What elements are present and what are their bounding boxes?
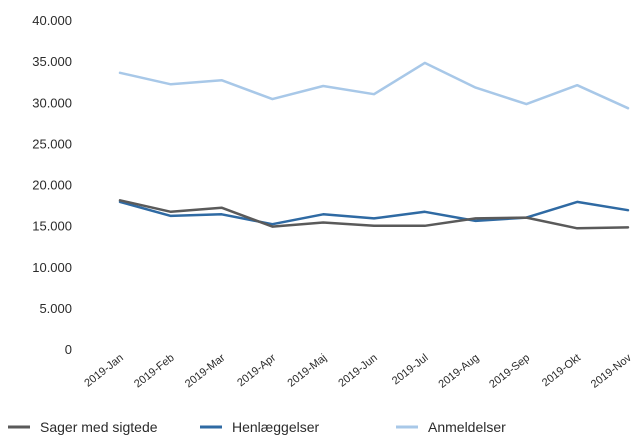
series-0-point [120,200,121,201]
y-tick-label: 40.000 [32,13,72,28]
x-tick-label: 2019-Apr [235,352,278,390]
series-2-point [526,104,527,105]
x-tick-label: 2019-Okt [540,352,583,389]
y-tick-label: 10.000 [32,260,72,275]
series-layer [120,62,629,228]
series-0-point [374,225,375,226]
series-1-point [475,220,476,221]
x-tick-label: 2019-Jul [390,352,431,387]
y-tick-label: 30.000 [32,95,72,110]
x-axis: 2019-Jan 2019-Feb 2019-Mar 2019-Apr 2019-Maj… [82,352,634,391]
series-2-point [577,85,578,86]
x-tick-label: 2019-Feb [132,352,176,390]
series-2-point [475,87,476,88]
series-1-point [628,210,629,211]
y-tick-label: 15.000 [32,219,72,234]
series-0-point [475,218,476,219]
series-0-point [628,227,629,228]
series-2-point [424,62,425,63]
x-tick-label: 2019-Sep [487,352,532,391]
series-1-point [221,214,222,215]
x-tick-label: 2019-Jun [336,352,380,390]
series-1-point [577,201,578,202]
y-axis: 0 5.000 10.000 15.000 20.000 25.000 30.000 35.0… [32,13,72,357]
x-tick-label: 2019-Nov [589,352,634,391]
series-0-point [424,225,425,226]
series-2-point [221,80,222,81]
series-0-point [526,217,527,218]
legend-label: Henlæggelser [232,419,319,435]
series-1-point [374,218,375,219]
x-tick-label: 2019-Jan [82,352,126,390]
series-2-point [323,86,324,87]
x-tick-label: 2019-Mar [183,352,228,391]
series-line-1 [120,202,628,224]
series-0-point [170,211,171,212]
legend: Sager med sigtede Henlæggelser Anmeldelser [8,419,506,435]
series-2-point [628,108,629,109]
series-line-2 [120,63,628,108]
legend-label: Sager med sigtede [40,419,158,435]
legend-label: Anmeldelser [428,419,506,435]
series-0-point [272,226,273,227]
series-0-point [577,228,578,229]
y-tick-label: 20.000 [32,178,72,193]
y-tick-label: 5.000 [39,301,72,316]
series-2-point [272,99,273,100]
series-2-point [374,94,375,95]
series-2-point [170,84,171,85]
series-1-point [272,224,273,225]
y-tick-label: 0 [65,342,72,357]
y-tick-label: 25.000 [32,136,72,151]
y-tick-label: 35.000 [32,54,72,69]
series-0-point [323,222,324,223]
x-tick-label: 2019-Maj [286,352,330,390]
series-1-point [323,214,324,215]
x-tick-label: 2019-Aug [436,352,481,391]
series-1-point [424,211,425,212]
series-1-point [170,215,171,216]
series-2-point [120,72,121,73]
series-0-point [221,207,222,208]
